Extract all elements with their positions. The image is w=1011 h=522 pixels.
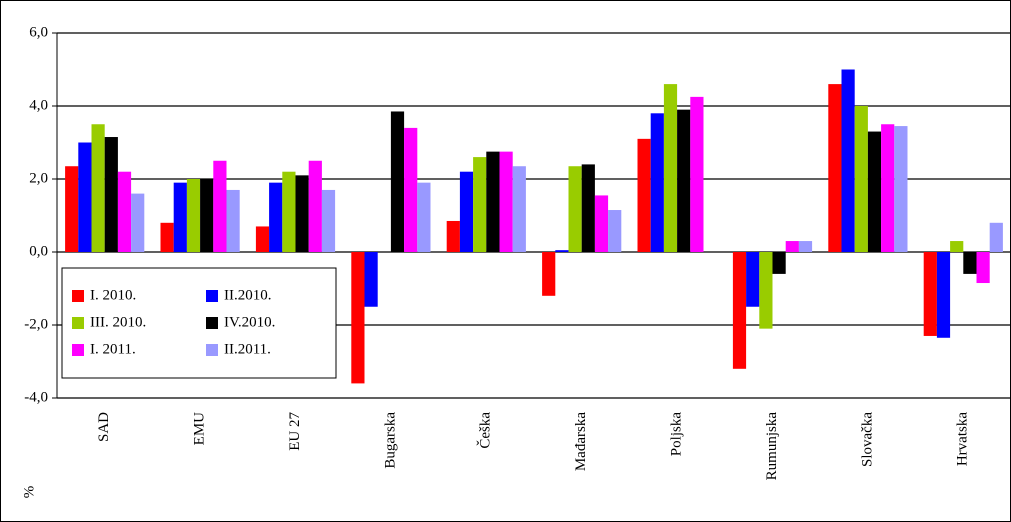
x-tick-label: EU 27 — [287, 412, 303, 451]
bar — [594, 195, 609, 252]
bar — [867, 131, 882, 252]
bar — [923, 252, 937, 336]
bar — [417, 182, 431, 252]
bar — [894, 126, 908, 252]
x-tick-label: EMU — [192, 412, 208, 446]
bar — [499, 151, 513, 252]
bar — [269, 182, 283, 252]
legend-swatch — [206, 344, 218, 356]
bar — [160, 222, 174, 252]
bar — [65, 166, 79, 252]
bar — [950, 241, 964, 252]
legend-label: II.2010. — [224, 287, 272, 303]
y-tick-label: -2,0 — [24, 316, 48, 332]
bar — [200, 179, 214, 252]
bar — [173, 182, 187, 252]
bar — [390, 111, 405, 252]
x-tick-label: Hrvatska — [955, 412, 971, 466]
x-tick-label: Rumunjska — [764, 412, 780, 481]
y-tick-label: 2,0 — [29, 170, 48, 186]
bar — [828, 84, 842, 252]
legend-swatch — [206, 317, 218, 329]
bar — [255, 226, 270, 252]
legend-swatch — [72, 317, 84, 329]
bar — [746, 252, 760, 307]
bar — [542, 252, 556, 296]
legend-label: III. 2010. — [90, 314, 146, 330]
y-tick-label: -4,0 — [24, 389, 48, 405]
bar — [608, 210, 622, 252]
y-tick-label: 0,0 — [29, 243, 48, 259]
x-tick-label: Češka — [477, 412, 494, 449]
bar — [446, 220, 460, 252]
bar — [732, 252, 747, 369]
bar — [677, 109, 691, 253]
bar — [186, 179, 201, 252]
bar — [364, 252, 378, 307]
legend-label: IV.2010. — [224, 314, 275, 330]
legend-label: I. 2010. — [90, 287, 136, 303]
x-tick-label: Bugarska — [382, 412, 398, 469]
bar — [473, 157, 487, 252]
y-tick-label: 6,0 — [29, 24, 48, 40]
bar — [226, 189, 240, 252]
bar — [841, 69, 855, 252]
bar — [663, 84, 678, 252]
x-tick-label: Mađarska — [573, 412, 589, 471]
bar — [351, 252, 365, 384]
y-tick-label: 4,0 — [29, 97, 48, 113]
bar — [637, 138, 651, 252]
bar — [759, 252, 773, 329]
legend-swatch — [72, 290, 84, 302]
bar — [404, 127, 418, 252]
legend-swatch — [72, 344, 84, 356]
legend-label: II.2011. — [224, 341, 271, 357]
bar — [963, 252, 977, 274]
bar — [282, 171, 296, 252]
x-tick-label: Poljska — [669, 412, 685, 457]
bar — [104, 137, 118, 252]
bar — [91, 124, 105, 252]
bar — [213, 160, 227, 252]
bar — [650, 113, 664, 252]
legend-label: I. 2011. — [90, 341, 136, 357]
bar — [936, 252, 951, 338]
bar — [568, 166, 582, 252]
bar — [512, 166, 526, 252]
legend-box — [61, 267, 337, 379]
bar — [989, 222, 1003, 252]
bar — [486, 151, 500, 252]
bar — [581, 164, 595, 252]
bar — [78, 142, 92, 252]
bar — [881, 124, 895, 252]
bar — [854, 106, 868, 252]
bar — [690, 96, 704, 252]
bar — [117, 171, 132, 252]
bar — [772, 252, 786, 274]
bar — [976, 252, 990, 284]
x-tick-label: Slovačka — [859, 412, 875, 467]
bar — [798, 241, 813, 252]
bar — [308, 160, 322, 252]
bar — [295, 175, 309, 252]
y-axis-label: % — [21, 486, 37, 499]
bar — [459, 171, 474, 252]
bar — [555, 250, 569, 252]
bar — [131, 193, 145, 252]
legend-swatch — [206, 290, 218, 302]
bar — [321, 189, 336, 252]
bar — [785, 241, 799, 252]
x-tick-label: SAD — [96, 412, 112, 442]
